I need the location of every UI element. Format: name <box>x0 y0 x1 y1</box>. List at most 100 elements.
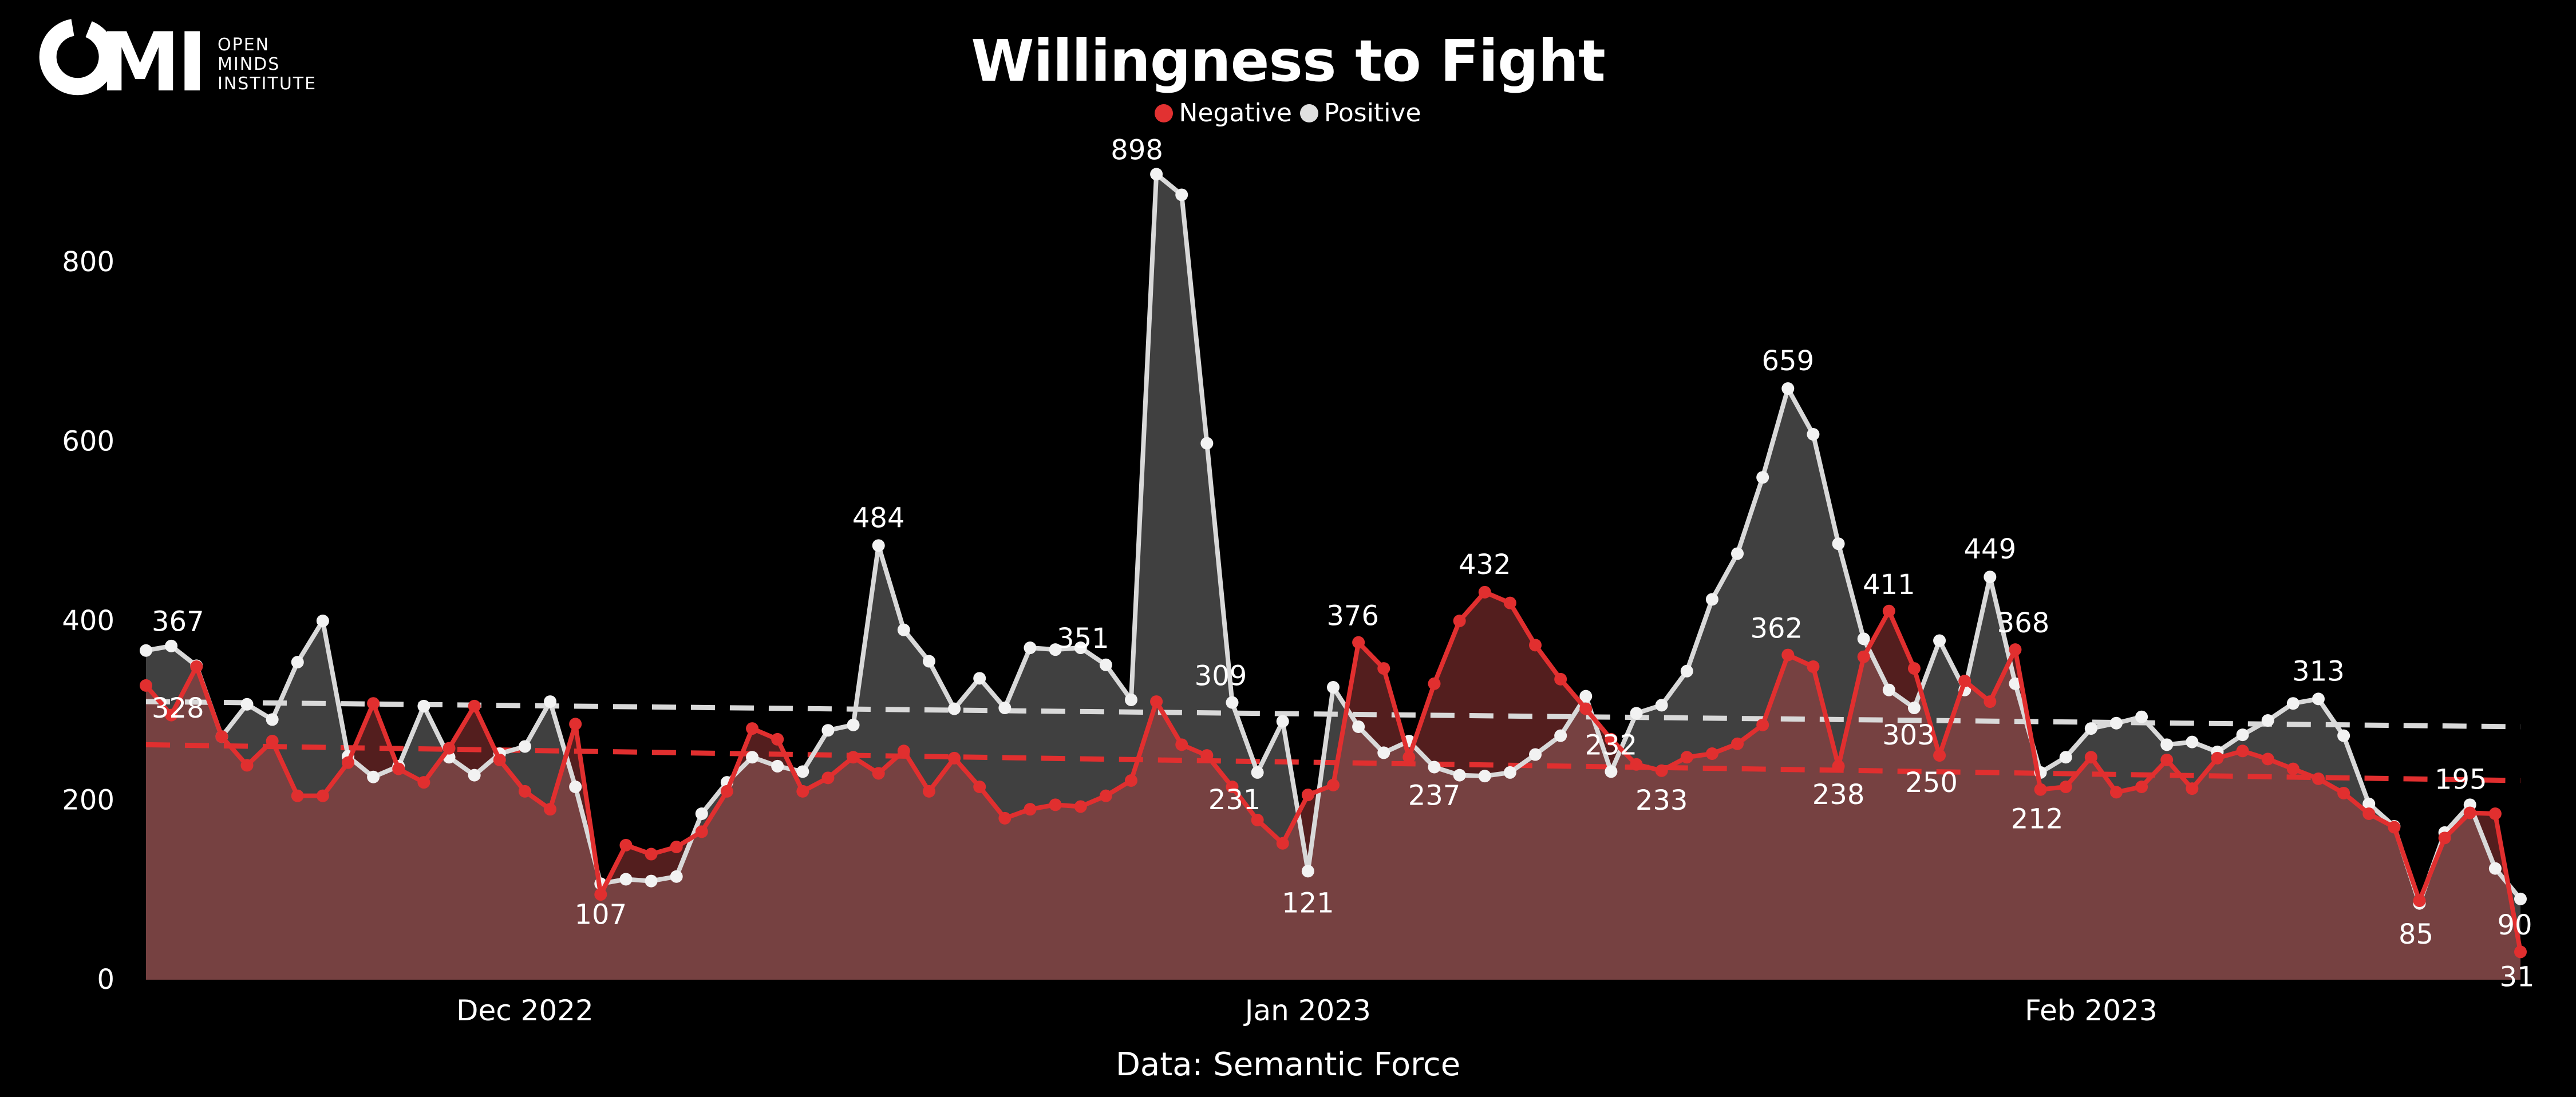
positive-marker <box>1226 696 1239 709</box>
negative-marker <box>291 789 304 802</box>
negative-marker <box>1705 747 1718 760</box>
positive-marker <box>1731 547 1744 560</box>
negative-marker <box>2286 762 2300 775</box>
point-label: 232 <box>1585 729 1638 761</box>
negative-marker <box>165 708 178 722</box>
chart-legend: Negative Positive <box>0 98 2576 128</box>
positive-marker <box>1655 699 1668 712</box>
negative-marker <box>1554 672 1567 686</box>
y-tick-label: 600 <box>62 426 114 458</box>
positive-marker <box>1327 680 1340 694</box>
positive-marker <box>291 656 304 669</box>
negative-marker <box>316 789 329 802</box>
negative-marker <box>266 735 279 748</box>
positive-marker <box>2059 751 2072 764</box>
point-label: 313 <box>2292 655 2345 687</box>
positive-marker <box>569 780 582 793</box>
negative-marker <box>2034 783 2047 796</box>
page-title: Willingness to Fight <box>971 27 1606 94</box>
logo-line-institute: INSTITUTE <box>218 74 317 94</box>
negative-marker <box>847 751 860 764</box>
negative-marker <box>240 759 254 772</box>
y-tick-label: 800 <box>62 246 114 278</box>
negative-marker <box>1276 837 1289 850</box>
positive-marker <box>1478 770 1491 783</box>
negative-marker <box>1579 702 1593 715</box>
positive-marker <box>367 770 380 783</box>
positive-marker <box>670 870 683 883</box>
negative-marker <box>1731 737 1744 750</box>
negative-marker <box>1933 749 1946 762</box>
positive-marker <box>165 639 178 652</box>
positive-marker <box>998 702 1012 715</box>
point-label: 328 <box>152 692 204 724</box>
positive-marker <box>544 695 557 708</box>
point-label: 195 <box>2435 763 2487 795</box>
negative-marker <box>670 841 683 854</box>
negative-marker <box>594 888 607 901</box>
positive-marker <box>2488 862 2502 875</box>
negative-marker <box>821 771 835 785</box>
negative-marker <box>1781 648 1795 662</box>
legend-label-negative: Negative <box>1179 98 1292 128</box>
positive-marker <box>2362 797 2376 810</box>
negative-marker <box>417 776 430 789</box>
point-label: 484 <box>852 502 905 534</box>
negative-marker <box>342 756 355 769</box>
legend-label-positive: Positive <box>1323 98 1421 128</box>
negative-marker <box>1024 803 1037 816</box>
negative-marker <box>695 825 708 838</box>
positive-marker <box>518 740 531 753</box>
negative-marker <box>2463 806 2476 819</box>
positive-marker <box>2312 692 2325 706</box>
point-label: 449 <box>1964 533 2017 565</box>
positive-marker <box>468 769 481 782</box>
positive-marker <box>872 539 885 552</box>
positive-average-dashed-line <box>145 699 2521 730</box>
negative-marker <box>2236 744 2249 758</box>
negative-marker <box>2388 821 2401 834</box>
negative-marker <box>493 753 506 766</box>
negative-marker <box>1301 789 1314 802</box>
positive-marker <box>266 713 279 726</box>
negative-marker <box>2488 807 2502 821</box>
negative-marker <box>1630 758 1643 771</box>
positive-marker <box>1301 865 1314 878</box>
negative-marker <box>1605 732 1618 746</box>
positive-marker <box>2337 729 2350 742</box>
point-label: 121 <box>1282 887 1334 919</box>
negative-marker <box>468 699 481 712</box>
positive-marker <box>1024 641 1037 655</box>
negative-marker <box>2084 751 2097 764</box>
point-label: 107 <box>574 898 627 930</box>
y-tick-label: 0 <box>97 964 114 996</box>
negative-marker <box>1807 660 1820 673</box>
logo-mi-text: MI <box>100 17 204 109</box>
positive-marker <box>1705 593 1718 606</box>
point-label: 898 <box>1111 134 1163 166</box>
positive-marker <box>619 873 633 886</box>
negative-marker <box>1402 751 1416 764</box>
positive-marker <box>1377 746 1390 759</box>
positive-marker <box>1352 720 1365 733</box>
legend-item-negative: Negative <box>1155 98 1292 128</box>
positive-area-fill <box>146 174 2520 980</box>
negative-marker <box>1832 759 1845 773</box>
positive-marker <box>1074 641 1087 655</box>
positive-marker <box>1554 729 1567 742</box>
legend-item-positive: Positive <box>1299 98 1421 128</box>
negative-marker <box>1529 639 1542 652</box>
data-source-caption: Data: Semantic Force <box>1115 1046 1461 1083</box>
point-label: 212 <box>2011 803 2064 835</box>
positive-marker <box>796 765 809 778</box>
negative-marker <box>1756 718 1769 731</box>
y-tick-label: 400 <box>62 605 114 637</box>
negative-dot-icon <box>1155 104 1174 122</box>
negative-marker <box>1074 800 1087 813</box>
positive-marker <box>140 644 152 657</box>
positive-marker <box>1680 664 1693 678</box>
negative-marker <box>215 730 228 743</box>
point-label: 368 <box>1997 607 2050 639</box>
